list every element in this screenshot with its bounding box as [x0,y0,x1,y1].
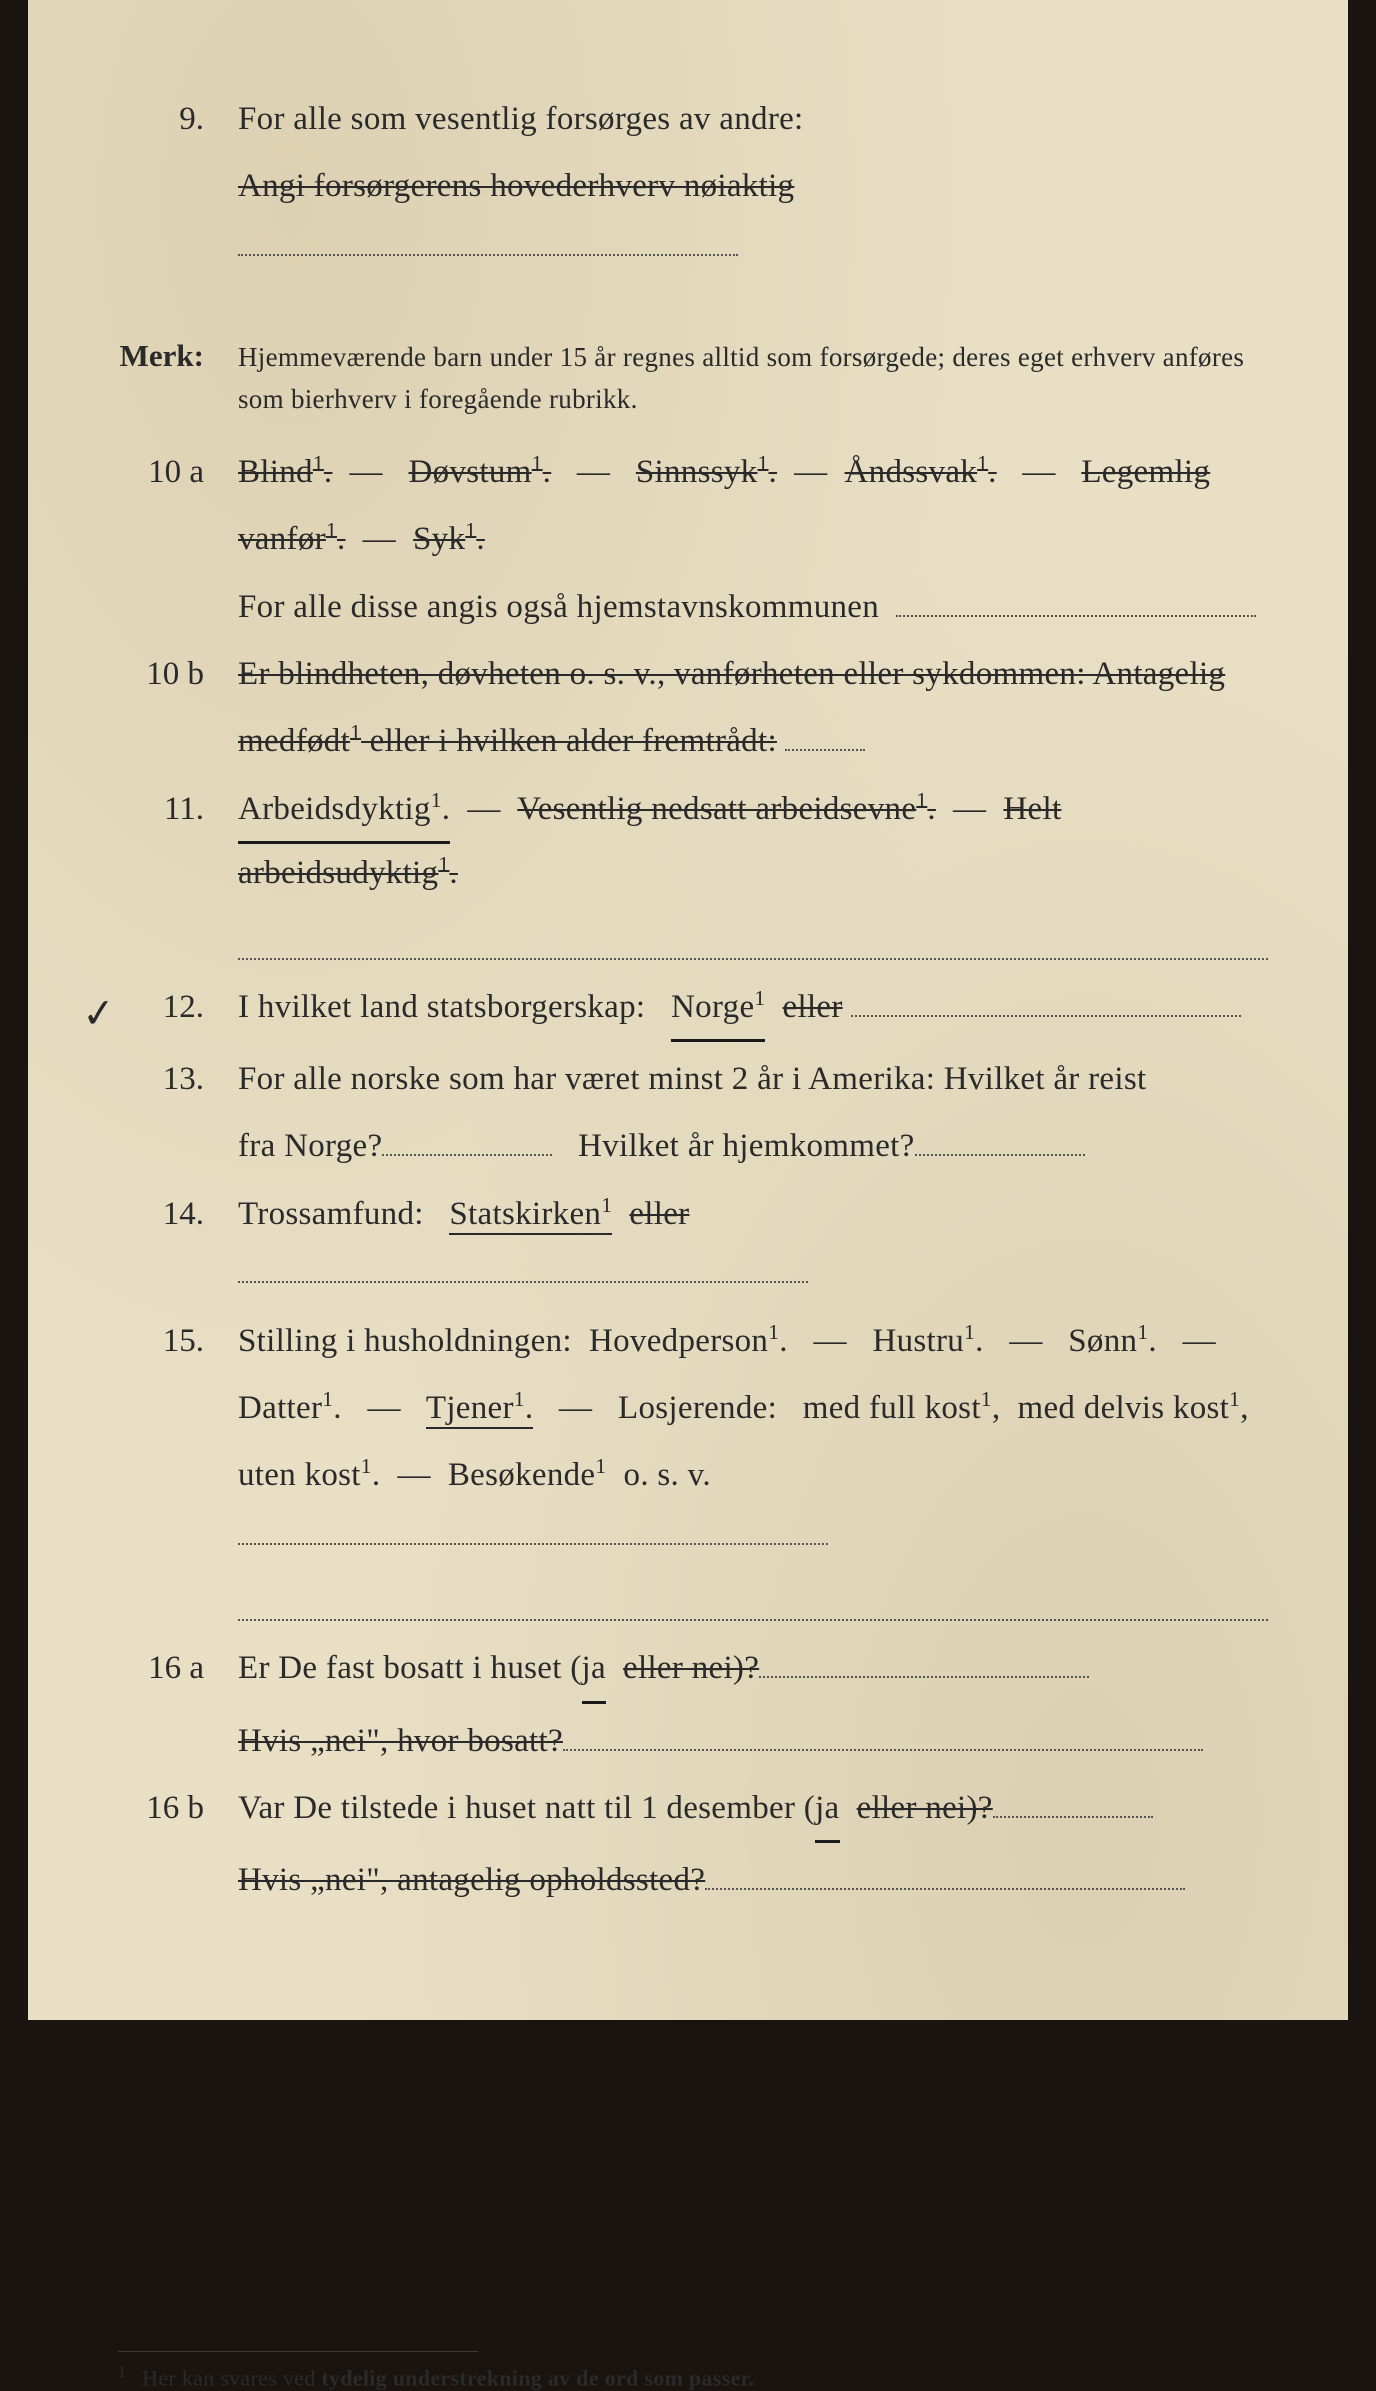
fill-line [238,927,1268,960]
q9-struck: Angi forsørgerens hovederhverv nøiaktig [238,168,794,204]
question-16a: 16 a Er De fast bosatt i huset (ja eller… [118,1639,1268,1703]
q11-blank [118,912,1268,960]
q11-opt-b: Vesentlig nedsatt arbeidsevne1. [517,791,936,827]
q10a-followup: For alle disse angis også hjemstavnskomm… [118,578,1268,637]
q15-los-label: Losjerende: [618,1390,777,1426]
q16b-ja: ja [815,1779,839,1843]
fill-line [705,1857,1185,1890]
question-10b: 10 b Er blindheten, døvheten o. s. v., v… [118,645,1268,704]
fill-line [563,1718,1203,1751]
q10b-number: 10 b [118,645,238,704]
fill-line [238,223,738,256]
footnote-number: 1 [118,2364,126,2381]
question-16b: 16 b Var De tilstede i huset natt til 1 … [118,1779,1268,1843]
q10a-opt-vanfor: vanfør1. [238,521,346,557]
q13-fra: fra Norge? [238,1128,382,1164]
footnote-text-a: Her kan svares ved [142,2365,321,2390]
q15-los-delvis: med delvis kost1, [1018,1390,1249,1426]
q13-hjem: Hvilket år hjemkommet? [578,1128,915,1164]
merk-label: Merk: [118,328,238,384]
q12-number: 12. [118,978,238,1037]
q10a-opt-andssvak: Åndssvak1. [845,454,997,490]
merk-note: Merk: Hjemmeværende barn under 15 år reg… [118,328,1268,421]
fill-line [851,984,1241,1017]
q15-opt-datter: Datter1. [238,1390,342,1426]
q16a-ja: ja [582,1639,606,1703]
q16b-line2: Hvis „nei", antagelig opholdssted? [118,1851,1268,1910]
q9-line2: Angi forsørgerens hovederhverv nøiaktig [118,157,1268,276]
q15-los-uten: uten kost1. [238,1457,380,1493]
fill-line [993,1785,1153,1818]
q9-number: 9. [118,90,238,149]
q15-opt-hustru: Hustru1. [872,1323,983,1359]
q15-opt-tjener: Tjener1. [426,1390,534,1429]
q14-answer: Statskirken1 [449,1196,612,1235]
q10a-opt-dovstum: Døvstum1. [409,454,552,490]
q15-los-full: med full kost1, [803,1390,1001,1426]
q15-opt-sonn: Sønn1. [1068,1323,1157,1359]
q16a-hvis: Hvis „nei", hvor bosatt? [238,1723,563,1759]
fill-line [915,1123,1085,1156]
q14-eller: eller [629,1196,689,1232]
q15-number: 15. [118,1312,238,1371]
fill-line [238,1512,828,1545]
question-15: 15. Stilling i husholdningen: Hovedperso… [118,1312,1268,1371]
q16b-hvis: Hvis „nei", antagelig opholdssted? [238,1862,705,1898]
footnote: 1 Her kan svares ved tydelig understrekn… [118,2364,1268,2391]
fill-line [785,718,865,751]
question-13: 13. For alle norske som har været minst … [118,1050,1268,1109]
q15-line2: Datter1. — Tjener1. — Losjerende: med fu… [118,1379,1268,1438]
q14-label: Trossamfund: [238,1196,424,1232]
q16a-number: 16 a [118,1639,238,1698]
fill-line [759,1645,1089,1678]
q10a-line2: vanfør1. — Syk1. [118,510,1268,569]
merk-text: Hjemmeværende barn under 15 år regnes al… [238,337,1268,421]
q12-answer: Norge1 [671,978,765,1042]
q10a-opt-blind: Blind1. [238,454,332,490]
q15-osv: o. s. v. [624,1457,711,1493]
q11-selected: Arbeidsdyktig1. [238,780,450,844]
q10a-opt-legemlig: Legemlig [1081,454,1210,490]
q12-text: I hvilket land statsborgerskap: [238,989,645,1025]
q16b-text: Var De tilstede i huset natt til 1 desem… [238,1790,815,1826]
q12-eller: eller [783,989,843,1025]
q13-number: 13. [118,1050,238,1109]
q16b-rest: eller nei)? [857,1790,993,1826]
fill-line [238,1588,1268,1621]
q10a-opt-sinnssyk: Sinnssyk1. [636,454,777,490]
q10b-line1: Er blindheten, døvheten o. s. v., vanfør… [238,656,1225,692]
q16a-line2: Hvis „nei", hvor bosatt? [118,1712,1268,1771]
q16b-number: 16 b [118,1779,238,1838]
question-12: ✓ 12. I hvilket land statsborgerskap: No… [118,978,1268,1042]
footnote-rule [118,2351,478,2352]
question-10a: 10 a Blind1. — Døvstum1. — Sinnssyk1. — … [118,443,1268,502]
footnote-text-b: tydelig understrekning av de ord som pas… [321,2365,754,2390]
census-form-page: 9. For alle som vesentlig forsørges av a… [28,0,1348,2020]
q15-besokende: Besøkende1 [448,1457,607,1493]
question-14: 14. Trossamfund: Statskirken1 eller [118,1185,1268,1304]
question-9: 9. For alle som vesentlig forsørges av a… [118,90,1268,149]
fill-line [382,1123,552,1156]
q11-number: 11. [118,780,238,839]
q9-text: For alle som vesentlig forsørges av andr… [238,90,1268,149]
q10b-line2: medfødt1 eller i hvilken alder fremtrådt… [118,712,1268,771]
q15-line3: uten kost1. — Besøkende1 o. s. v. [118,1446,1268,1565]
fill-line [238,1250,808,1283]
q15-blank [118,1573,1268,1621]
q15-opt-hovedperson: Hovedperson1. [589,1323,788,1359]
q10b-line2-text: medfødt1 eller i hvilken alder fremtrådt… [238,723,777,759]
q10a-followup-text: For alle disse angis også hjemstavnskomm… [238,589,879,625]
q16a-rest: eller nei)? [623,1650,759,1686]
q16a-text: Er De fast bosatt i huset ( [238,1650,582,1686]
q13-text1: For alle norske som har været minst 2 år… [238,1050,1268,1109]
q13-line2: fra Norge? Hvilket år hjemkommet? [118,1117,1268,1176]
q14-number: 14. [118,1185,238,1244]
q10a-number: 10 a [118,443,238,502]
fill-line [896,584,1256,617]
q10a-opt-syk: Syk1. [413,521,485,557]
checkmark-icon: ✓ [79,976,119,1051]
question-11: 11. Arbeidsdyktig1. — Vesentlig nedsatt … [118,780,1268,904]
q15-label: Stilling i husholdningen: [238,1323,572,1359]
